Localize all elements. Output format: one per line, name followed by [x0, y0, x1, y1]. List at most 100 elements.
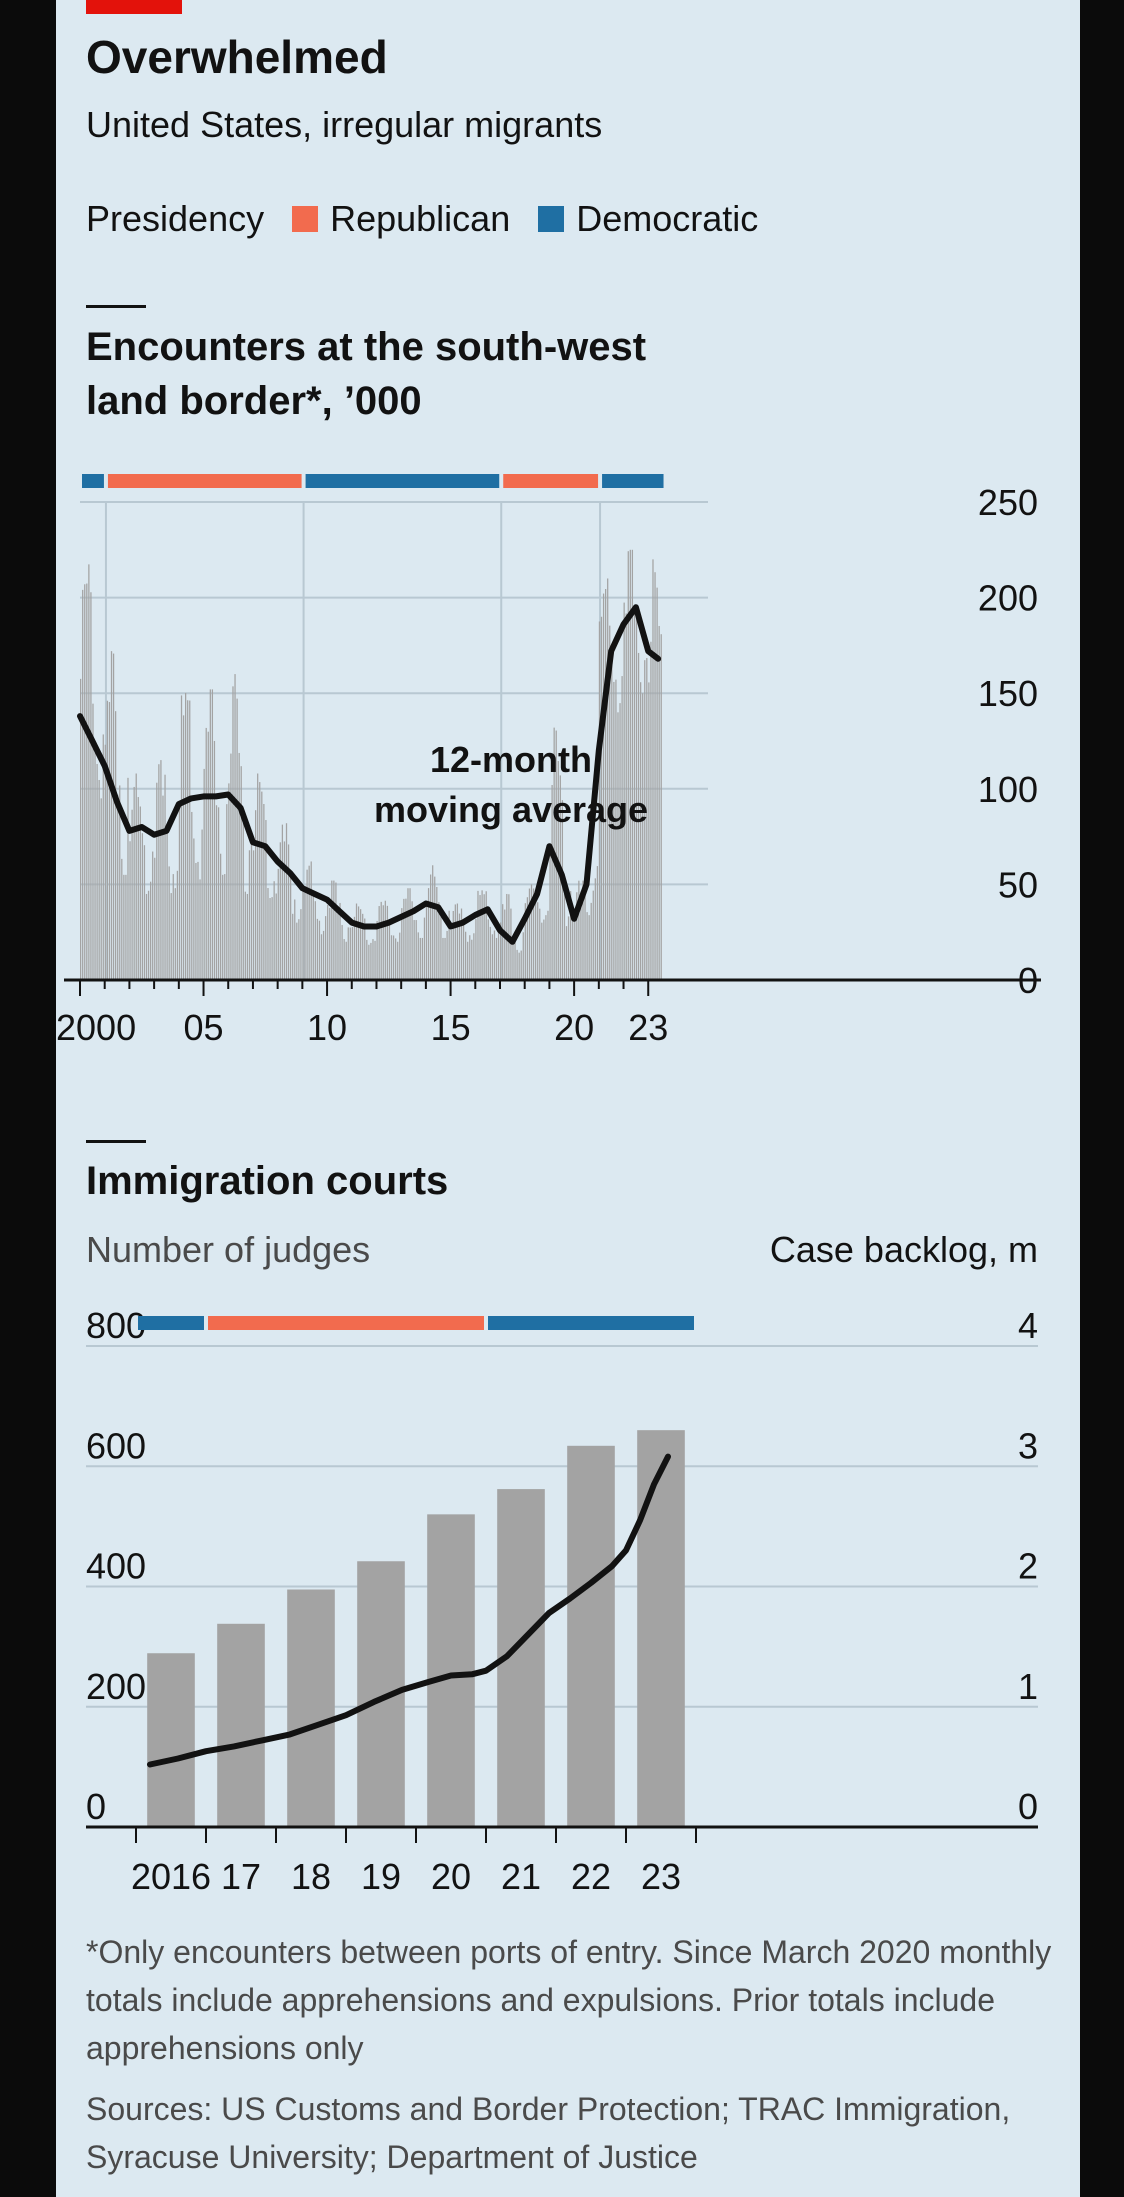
- monthly-bar: [432, 865, 434, 980]
- monthly-bar: [586, 912, 588, 980]
- monthly-bar: [117, 794, 119, 980]
- monthly-bar: [516, 949, 518, 980]
- monthly-bar: [637, 652, 640, 980]
- left-tick-label: 400: [86, 1546, 146, 1587]
- right-tick-label: 0: [1018, 1786, 1038, 1827]
- encounters-title-line-2: land border*, ’000: [86, 379, 422, 423]
- monthly-bar: [648, 682, 650, 980]
- monthly-bar: [94, 750, 96, 980]
- monthly-bar: [462, 921, 465, 980]
- monthly-bar: [104, 744, 106, 980]
- presidency-band-democratic: [602, 474, 664, 488]
- monthly-bar: [473, 933, 475, 980]
- y-tick-label: 150: [978, 673, 1038, 714]
- monthly-bar: [320, 934, 323, 980]
- monthly-bar: [296, 922, 298, 980]
- monthly-bar: [90, 592, 92, 980]
- republican-swatch: [292, 206, 319, 232]
- monthly-bar: [532, 888, 535, 980]
- monthly-bar: [360, 909, 362, 980]
- monthly-bar: [446, 930, 448, 980]
- monthly-bar: [471, 939, 473, 980]
- monthly-bar: [199, 879, 201, 980]
- monthly-bar: [430, 874, 432, 980]
- monthly-bar: [619, 703, 621, 980]
- monthly-bar: [236, 698, 238, 980]
- monthly-bar: [154, 857, 156, 980]
- monthly-bar: [543, 919, 545, 980]
- monthly-bar: [345, 941, 347, 980]
- monthly-bar: [386, 905, 389, 980]
- monthly-bar: [362, 913, 364, 980]
- x-tick-label: 05: [184, 1007, 224, 1048]
- x-tick-label: 10: [307, 1007, 347, 1048]
- monthly-bar: [419, 937, 421, 980]
- monthly-bar: [240, 766, 242, 980]
- monthly-bar: [335, 882, 337, 980]
- presidency-band-democratic: [305, 474, 500, 488]
- monthly-bar: [574, 913, 576, 980]
- monthly-bar: [160, 760, 162, 980]
- monthly-bar: [178, 800, 181, 980]
- y-tick-label: 250: [978, 482, 1038, 523]
- monthly-bar: [469, 935, 471, 980]
- right-tick-label: 4: [1018, 1305, 1038, 1346]
- monthly-bar: [644, 660, 646, 980]
- monthly-bar: [257, 773, 259, 980]
- monthly-bar: [633, 613, 636, 980]
- monthly-bar: [158, 764, 160, 980]
- x-tick-label: 20: [431, 1856, 471, 1897]
- monthly-bar: [349, 927, 351, 980]
- monthly-bar: [337, 906, 339, 980]
- monthly-bar: [351, 927, 354, 980]
- presidency-band-republican: [107, 474, 302, 488]
- presidency-band-democratic: [82, 474, 104, 488]
- monthly-bar: [413, 920, 415, 980]
- monthly-bar: [205, 727, 207, 980]
- x-tick-label: 23: [628, 1007, 668, 1048]
- monthly-bar: [306, 869, 308, 980]
- judges-bar: [427, 1514, 475, 1827]
- monthly-bar: [374, 940, 376, 980]
- monthly-bar: [174, 888, 176, 980]
- monthly-bar: [458, 913, 461, 980]
- sources: Sources: US Customs and Border Protectio…: [86, 2091, 1011, 2175]
- monthly-bar: [246, 893, 249, 980]
- monthly-bar: [390, 935, 393, 980]
- monthly-bar: [193, 838, 195, 980]
- monthly-bar: [333, 880, 335, 980]
- section-rule-2: [86, 1140, 146, 1143]
- monthly-bar: [576, 892, 578, 980]
- monthly-bar: [545, 915, 547, 980]
- judges-bar: [567, 1445, 615, 1827]
- monthly-bar: [327, 904, 329, 980]
- left-tick-label: 600: [86, 1425, 146, 1466]
- monthly-bar: [500, 922, 502, 980]
- presidency-legend: Presidency Republican Democratic: [86, 198, 758, 240]
- monthly-bar: [265, 820, 267, 980]
- monthly-bar: [197, 861, 199, 980]
- monthly-bar: [399, 932, 401, 980]
- monthly-bar: [539, 908, 541, 980]
- monthly-bar: [314, 901, 316, 980]
- monthly-bar: [615, 679, 617, 980]
- monthly-bar: [310, 861, 312, 980]
- monthly-bar: [596, 866, 599, 980]
- monthly-bar: [384, 900, 386, 980]
- monthly-bar: [613, 681, 615, 980]
- monthly-bar: [477, 890, 479, 980]
- monthly-bar: [436, 887, 438, 980]
- monthly-bar: [392, 935, 395, 980]
- courts-chart-title: Immigration courts: [86, 1159, 449, 1203]
- monthly-bar: [460, 908, 463, 980]
- monthly-bar: [115, 711, 117, 980]
- monthly-bar: [267, 888, 269, 980]
- monthly-bar: [380, 901, 382, 980]
- monthly-bar: [325, 916, 327, 980]
- monthly-bar: [281, 824, 284, 980]
- monthly-bar: [277, 868, 279, 980]
- page-title: Overwhelmed: [86, 31, 388, 83]
- monthly-bar: [658, 625, 660, 980]
- monthly-bar: [403, 898, 405, 980]
- monthly-bar: [578, 880, 580, 980]
